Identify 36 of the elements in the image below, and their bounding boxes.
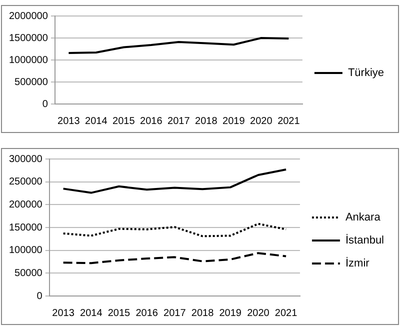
x-tick-label: 2019 <box>219 308 242 319</box>
legend-label: İzmir <box>345 256 370 270</box>
y-tick-label: 0 <box>36 290 43 302</box>
x-tick-label: 2013 <box>52 308 75 319</box>
x-tick-label: 2018 <box>195 116 218 127</box>
x-tick-label: 2021 <box>274 308 298 319</box>
y-tick-label: 250000 <box>8 176 43 188</box>
y-tick-label: 1500000 <box>8 32 48 44</box>
x-tick-label: 2017 <box>164 308 186 319</box>
y-tick-label: 500000 <box>14 76 48 88</box>
line-series <box>62 222 288 238</box>
x-tick-label: 2021 <box>278 116 300 127</box>
y-tick-label: 2000000 <box>8 10 48 22</box>
y-tick-label: 150000 <box>8 222 43 234</box>
x-tick-label: 2016 <box>140 116 163 127</box>
legend-label: Türkiye <box>348 67 384 80</box>
y-tick-label: 50000 <box>14 268 43 279</box>
y-tick-label: 200000 <box>8 199 43 210</box>
x-tick-label: 2015 <box>108 308 131 319</box>
y-tick-label: 100000 <box>8 245 43 256</box>
x-tick-label: 2020 <box>247 308 270 319</box>
x-tick-label: 2015 <box>112 116 136 127</box>
x-tick-label: 2019 <box>222 116 246 127</box>
legend-label: Ankara <box>345 212 382 224</box>
y-tick-label: 1000000 <box>8 54 48 66</box>
x-tick-label: 2020 <box>250 116 273 127</box>
x-tick-label: 2016 <box>136 308 158 319</box>
line-series <box>62 252 288 264</box>
legend-label: İstanbul <box>345 234 384 247</box>
x-tick-label: 2017 <box>168 116 190 127</box>
x-tick-label: 2018 <box>191 308 214 319</box>
y-tick-label: 300000 <box>8 154 43 165</box>
x-tick-label: 2014 <box>85 116 108 127</box>
x-tick-label: 2013 <box>58 116 80 127</box>
x-tick-label: 2014 <box>80 308 103 319</box>
y-tick-label: 0 <box>42 98 48 110</box>
